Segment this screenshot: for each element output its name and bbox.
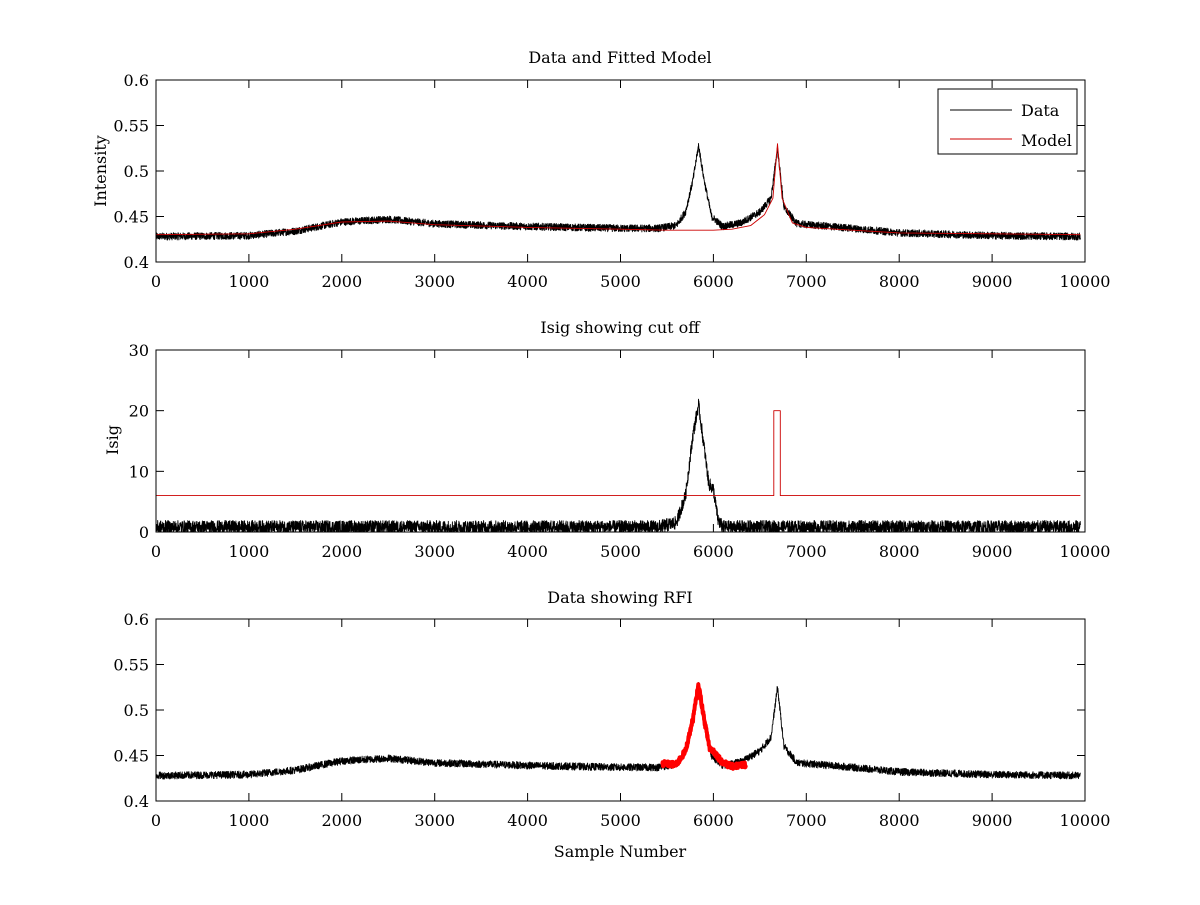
- legend: Data Model: [937, 88, 1078, 155]
- y-tick-label: 0.45: [113, 747, 149, 766]
- chart-title: Isig showing cut off: [540, 318, 701, 337]
- axes-frame: [155, 349, 1086, 533]
- x-tick-label: 8000: [879, 272, 920, 291]
- x-tick-label: 7000: [786, 272, 827, 291]
- y-tick-label: 0.45: [113, 208, 149, 227]
- x-tick-label: 3000: [414, 811, 455, 830]
- x-tick-label: 5000: [600, 811, 641, 830]
- y-axis-label: Intensity: [91, 135, 110, 207]
- panel-data-showing-rfi: Data showing RFI Sample Number 0 1000 2000…: [113, 588, 1110, 861]
- plot-area: 0 1000 2000 3000 4000 5000 6000 7000 8000 9000 100…: [113, 610, 1110, 830]
- x-tick-label: 2000: [321, 811, 362, 830]
- panel-isig-showing-cut-off: Isig showing cut off Isig 0 1000 2000 3000 4…: [103, 318, 1110, 561]
- series-line-data: [156, 143, 1081, 241]
- y-tick-label: 20: [129, 402, 149, 421]
- plot-area: 0 1000 2000 3000 4000 5000 6000 7000 8000 9000 100…: [113, 71, 1110, 291]
- chart-title: Data and Fitted Model: [528, 48, 711, 67]
- series-group: [156, 398, 1081, 532]
- y-tick-label: 0.4: [124, 253, 149, 272]
- x-tick-label: 2000: [321, 542, 362, 561]
- y-tick-label: 10: [129, 462, 149, 481]
- x-axis-label: Sample Number: [554, 842, 687, 861]
- plot-area: 0 1000 2000 3000 4000 5000 6000 7000 8000 9000 100…: [129, 341, 1111, 561]
- x-tick-label: 6000: [693, 811, 734, 830]
- x-tick-label: 7000: [786, 542, 827, 561]
- y-axis-label: Isig: [103, 425, 122, 455]
- series-line-series-0: [156, 398, 1081, 532]
- x-tick-label: 9000: [972, 542, 1013, 561]
- x-tick-label: 3000: [414, 542, 455, 561]
- series-group: [156, 682, 1081, 780]
- y-tick-label: 30: [129, 341, 149, 360]
- x-tick-label: 8000: [879, 542, 920, 561]
- x-tick-label: 3000: [414, 272, 455, 291]
- x-tick-label: 9000: [972, 272, 1013, 291]
- y-tick-label: 0.55: [113, 117, 149, 136]
- x-tick-label: 2000: [321, 272, 362, 291]
- x-tick-label: 1000: [229, 542, 270, 561]
- x-tick-label: 9000: [972, 811, 1013, 830]
- x-tick-label: 4000: [507, 272, 548, 291]
- x-tick-label: 8000: [879, 811, 920, 830]
- legend-entry-model: Model: [1021, 131, 1072, 150]
- x-tick-label: 4000: [507, 542, 548, 561]
- y-tick-label: 0.6: [124, 71, 149, 90]
- series-line-series-1: [156, 410, 1081, 497]
- x-tick-label: 5000: [600, 272, 641, 291]
- x-tick-label: 0: [151, 811, 161, 830]
- legend-box: [937, 88, 1078, 155]
- y-tick-label: 0.55: [113, 656, 149, 675]
- x-tick-label: 10000: [1060, 272, 1111, 291]
- x-tick-label: 5000: [600, 542, 641, 561]
- y-tick-label: 0.5: [124, 162, 149, 181]
- y-tick-label: 0.6: [124, 610, 149, 629]
- x-tick-label: 0: [151, 272, 161, 291]
- x-tick-label: 10000: [1060, 811, 1111, 830]
- y-tick-label: 0.4: [124, 792, 149, 811]
- panel-data-and-fitted-model: Data and Fitted Model Intensity 0 1000 200…: [91, 48, 1110, 291]
- series-line-series-1: [660, 682, 748, 771]
- legend-entry-data: Data: [1021, 101, 1060, 120]
- x-tick-label: 6000: [693, 272, 734, 291]
- chart-title: Data showing RFI: [547, 588, 692, 607]
- x-tick-label: 0: [151, 542, 161, 561]
- x-tick-label: 1000: [229, 272, 270, 291]
- x-tick-label: 4000: [507, 811, 548, 830]
- y-tick-label: 0.5: [124, 701, 149, 720]
- x-tick-label: 1000: [229, 811, 270, 830]
- x-tick-label: 10000: [1060, 542, 1111, 561]
- y-tick-label: 0: [139, 523, 149, 542]
- series-group: [156, 143, 1081, 241]
- x-tick-label: 6000: [693, 542, 734, 561]
- series-line-model: [156, 143, 1081, 236]
- series-line-series-0: [156, 682, 1081, 780]
- x-tick-label: 7000: [786, 811, 827, 830]
